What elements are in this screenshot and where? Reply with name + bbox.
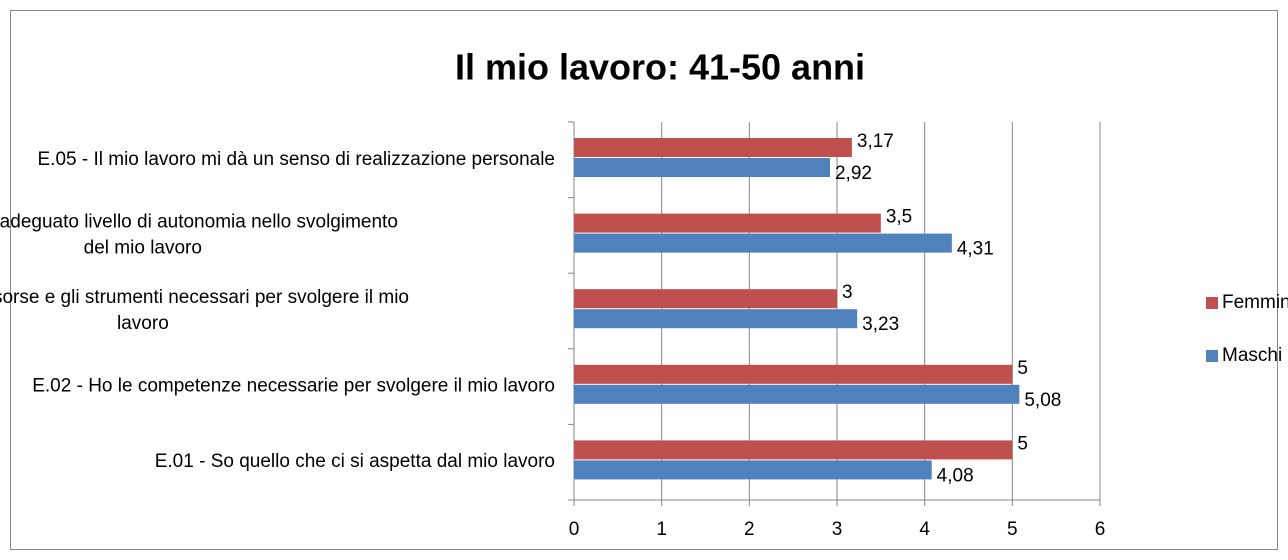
y-tick-label: E.03 - Ho le risorse e gli strumenti nec… xyxy=(0,287,409,334)
x-tick-label: 6 xyxy=(1095,519,1106,540)
bar xyxy=(574,233,952,253)
y-tick-label: E.04 - Ho un adeguato livello di autonom… xyxy=(0,211,398,258)
x-tick-label: 5 xyxy=(1007,519,1018,540)
bar xyxy=(574,158,830,177)
value-label: 2,92 xyxy=(835,163,872,184)
legend-label: Maschi xyxy=(1222,345,1282,366)
bar xyxy=(574,309,858,329)
value-label: 3,5 xyxy=(886,207,912,228)
legend-swatch xyxy=(1206,350,1218,362)
x-tick-label: 1 xyxy=(656,519,667,540)
value-label: 3,17 xyxy=(857,131,894,152)
value-label: 3,23 xyxy=(862,314,899,335)
chart-title: Il mio lavoro: 41-50 anni xyxy=(455,47,865,88)
legend-swatch xyxy=(1206,297,1218,309)
x-tick-label: 0 xyxy=(569,519,580,540)
value-label: 3 xyxy=(842,282,853,303)
x-tick-label: 4 xyxy=(919,519,930,540)
legend-label: Femmine xyxy=(1222,292,1288,313)
bar xyxy=(574,440,1013,460)
value-label: 5,08 xyxy=(1024,390,1061,411)
y-tick-label: E.05 - Il mio lavoro mi dà un senso di r… xyxy=(38,149,556,170)
x-tick-label: 3 xyxy=(832,519,843,540)
bar xyxy=(574,289,837,309)
y-tick-label: E.02 - Ho le competenze necessarie per s… xyxy=(32,376,555,397)
y-tick-label: E.01 - So quello che ci si aspetta dal m… xyxy=(155,451,555,472)
x-tick-label: 2 xyxy=(744,519,755,540)
bar xyxy=(574,364,1013,384)
chart-frame xyxy=(10,10,1278,550)
bar xyxy=(574,384,1020,404)
value-label: 4,31 xyxy=(957,239,994,260)
bar xyxy=(574,213,881,233)
value-label: 5 xyxy=(1017,358,1028,379)
bar xyxy=(574,460,932,480)
bar xyxy=(574,138,852,157)
value-label: 4,08 xyxy=(937,465,974,486)
value-label: 5 xyxy=(1017,433,1028,454)
